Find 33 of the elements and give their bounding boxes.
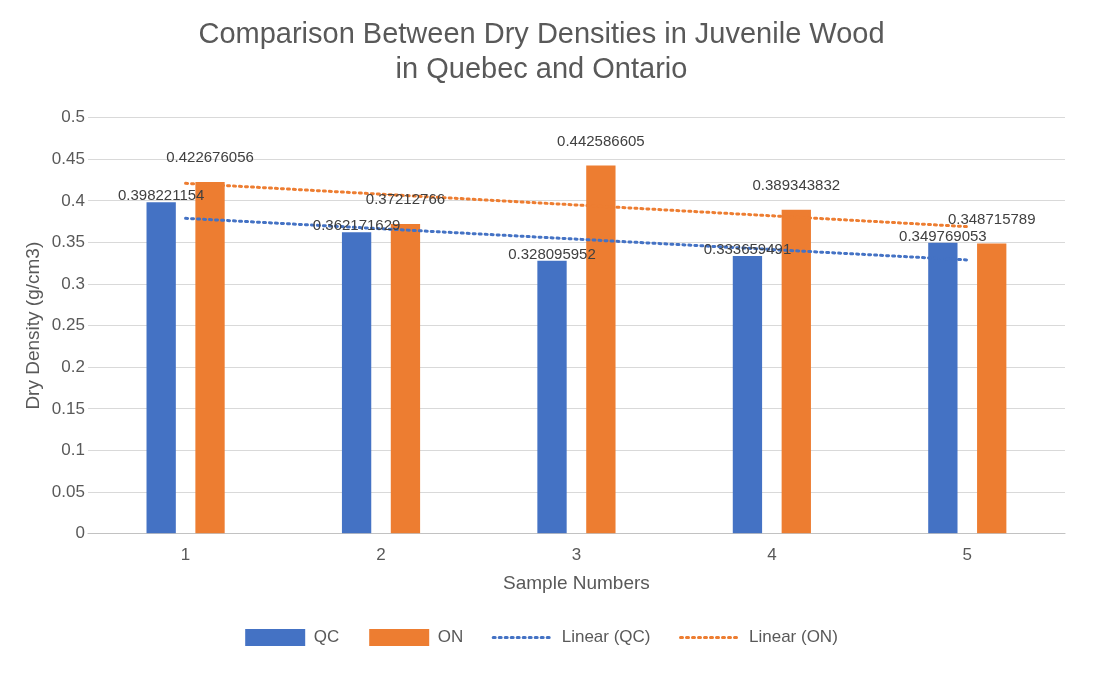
x-tick-label: 2 [376, 544, 386, 564]
legend-label: Linear (ON) [749, 627, 838, 647]
y-tick-label: 0.1 [61, 440, 85, 460]
legend-label: QC [313, 627, 340, 647]
y-tick-label: 0.25 [51, 315, 85, 335]
x-tick-label: 5 [962, 544, 973, 564]
data-label: 0.422676056 [166, 148, 254, 166]
y-tick-label: 0.3 [61, 273, 85, 293]
legend-label: ON [437, 627, 464, 647]
data-label: 0.348715789 [947, 209, 1036, 227]
bar [732, 256, 763, 534]
y-axis-title: Dry Density (g/cm3) [21, 241, 43, 410]
x-tick-label: 3 [571, 544, 582, 564]
y-tick-label: 0.4 [61, 190, 85, 210]
bar [146, 202, 176, 534]
y-tick-label: 0.35 [51, 232, 85, 252]
bar [537, 260, 567, 534]
legend-label: Linear (QC) [561, 627, 651, 647]
y-tick-label: 0 [75, 523, 85, 543]
x-tick-label: 1 [180, 544, 191, 564]
data-label: 0.442586605 [557, 131, 645, 149]
y-tick-label: 0.15 [51, 398, 85, 418]
y-tick-label: 0.05 [51, 481, 85, 501]
data-label: 0.389343832 [752, 175, 841, 193]
x-tick-label: 4 [767, 544, 777, 564]
y-tick-label: 0.5 [61, 107, 85, 127]
data-label: 0.349769053 [899, 226, 987, 244]
bar [341, 232, 372, 534]
y-tick-label: 0.45 [51, 148, 85, 168]
x-axis-title: Sample Numbers [503, 571, 650, 593]
bar [977, 243, 1007, 534]
chart-title: Comparison Between Dry Densities in Juvenile Wood in Quebec and Ontario [198, 17, 885, 85]
y-tick-label: 0.2 [61, 357, 85, 377]
